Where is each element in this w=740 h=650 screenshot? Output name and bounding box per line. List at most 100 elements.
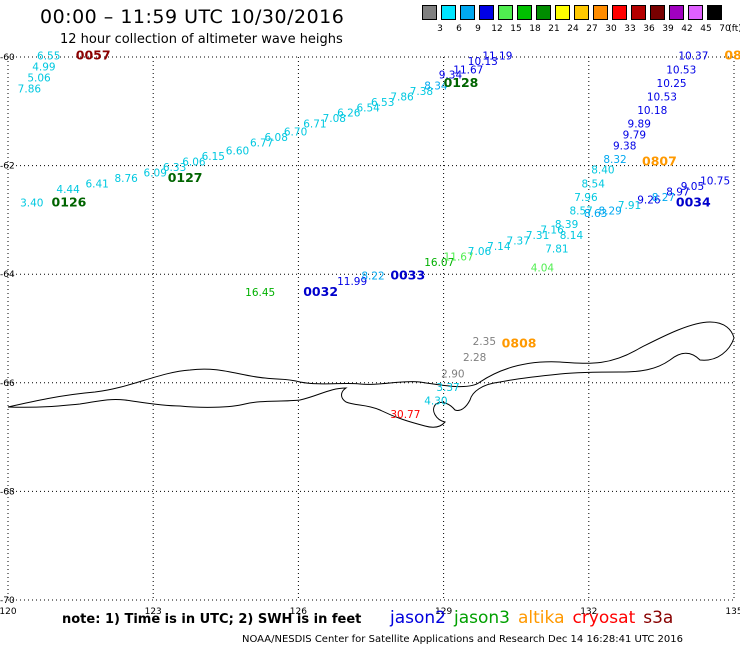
x-tick-label: 129 bbox=[435, 607, 452, 617]
color-swatch bbox=[631, 5, 646, 20]
swh-value: 6.33 bbox=[163, 162, 186, 174]
color-swatch-label: 42 bbox=[681, 24, 693, 34]
pass-time-label: 0057 bbox=[76, 48, 111, 63]
color-swatch-label: 21 bbox=[548, 24, 560, 34]
legend-entry-s3a: s3a bbox=[643, 608, 674, 628]
map-subtitle: 12 hour collection of altimeter wave hei… bbox=[60, 32, 343, 47]
color-swatch-label: 12 bbox=[491, 24, 503, 34]
swh-value: 6.70 bbox=[284, 127, 307, 139]
axis-tick-labels: 120 123 126 129 132 135 -60 -62 -64 -66 -68 -70 bbox=[0, 53, 740, 617]
swh-value: 8.39 bbox=[555, 219, 578, 231]
swh-value: 5.06 bbox=[27, 72, 51, 84]
map-title: 00:00 – 11:59 UTC 10/30/2016 bbox=[40, 6, 345, 28]
legend-entry-jason2: jason2 bbox=[390, 608, 446, 628]
swh-value: 30.77 bbox=[390, 409, 420, 421]
color-swatch-label: 9 bbox=[475, 24, 481, 34]
color-swatch-label: 6 bbox=[456, 24, 462, 34]
credit-footer: NOAA/NESDIS Center for Satellite Applica… bbox=[242, 634, 684, 645]
swh-value: 7.14 bbox=[487, 241, 511, 253]
pass-time-label: 0127 bbox=[168, 170, 203, 185]
color-swatch-label: 3 bbox=[437, 24, 443, 34]
swh-value: 7.37 bbox=[507, 235, 530, 247]
color-swatch bbox=[460, 5, 475, 20]
swh-value: 6.08 bbox=[265, 132, 288, 144]
swh-value: 10.18 bbox=[637, 105, 667, 117]
pass-time-label: 0126 bbox=[52, 194, 87, 209]
swh-value: 10.53 bbox=[647, 91, 677, 103]
swh-value: 3.37 bbox=[436, 382, 459, 394]
swh-value: 9.05 bbox=[681, 181, 704, 193]
color-swatch-label: 36 bbox=[643, 24, 655, 34]
swh-value: 10.53 bbox=[666, 64, 696, 76]
swh-value: 4.44 bbox=[56, 184, 80, 196]
swh-value: 9.34 bbox=[439, 70, 463, 82]
pass-time-label: 0034 bbox=[676, 194, 711, 209]
color-swatch bbox=[441, 5, 456, 20]
swh-value: 10.25 bbox=[657, 78, 687, 90]
swh-value: 8.57 bbox=[569, 205, 592, 217]
swh-value: 11.99 bbox=[337, 276, 367, 288]
color-swatch bbox=[593, 5, 608, 20]
y-tick-label: -62 bbox=[0, 162, 15, 172]
legend-entry-jason3: jason3 bbox=[454, 608, 510, 628]
swh-value: 7.86 bbox=[390, 91, 414, 103]
swh-measurements: 6.554.995.067.863.404.44 6.41 8.76 6.096.33… bbox=[18, 51, 731, 421]
x-tick-label: 135 bbox=[725, 607, 740, 617]
swh-value: 6.09 bbox=[144, 167, 167, 179]
color-swatch bbox=[555, 5, 570, 20]
pass-time-label: 0808 bbox=[502, 336, 537, 351]
swh-value: 6.26 bbox=[337, 108, 361, 120]
x-tick-label: 120 bbox=[0, 607, 17, 617]
legend-entry-cryosat: cryosat bbox=[572, 608, 636, 628]
color-swatch-label: 24 bbox=[567, 24, 579, 34]
swh-value: 8.76 bbox=[114, 173, 138, 185]
pass-time-label: 0807 bbox=[642, 154, 677, 169]
swh-value: 6.71 bbox=[303, 119, 326, 131]
pass-time-label: 0032 bbox=[303, 284, 338, 299]
swh-value: 7.86 bbox=[18, 83, 42, 95]
color-swatch bbox=[517, 5, 532, 20]
swh-value: 6.77 bbox=[250, 138, 273, 150]
swh-value: 8.97 bbox=[666, 186, 689, 198]
swh-value: 8.54 bbox=[582, 178, 606, 190]
swh-value: 16.07 bbox=[424, 257, 454, 269]
swh-value: 8.63 bbox=[584, 208, 607, 220]
color-swatch bbox=[688, 5, 703, 20]
color-swatch bbox=[479, 5, 494, 20]
color-swatch bbox=[574, 5, 589, 20]
swh-value: 10.37 bbox=[678, 51, 708, 63]
color-swatch-label: 15 bbox=[510, 24, 522, 34]
y-tick-label: -66 bbox=[0, 379, 15, 389]
color-swatch-label: 18 bbox=[529, 24, 541, 34]
swh-value: 11.19 bbox=[482, 51, 512, 63]
color-swatch bbox=[498, 5, 513, 20]
color-swatch bbox=[707, 5, 722, 20]
footnote: note: 1) Time is in UTC; 2) SWH is in fe… bbox=[62, 612, 362, 627]
swh-value: 10.75 bbox=[700, 176, 730, 188]
swh-value: 2.90 bbox=[441, 368, 464, 380]
x-tick-label: 126 bbox=[290, 607, 307, 617]
lat-lon-grid bbox=[7, 56, 735, 601]
swh-value: 7.38 bbox=[410, 86, 433, 98]
swh-value: 9.38 bbox=[613, 140, 636, 152]
swh-value: 7.06 bbox=[468, 246, 492, 258]
color-swatch-label: 33 bbox=[624, 24, 636, 34]
swh-value: 8.29 bbox=[598, 205, 621, 217]
swh-value: 11.67 bbox=[453, 64, 483, 76]
swh-value: 9.79 bbox=[623, 129, 646, 141]
swh-value: 7.31 bbox=[526, 230, 549, 242]
x-tick-label: 123 bbox=[145, 607, 162, 617]
swh-value: 6.41 bbox=[85, 178, 108, 190]
swh-value: 8.27 bbox=[652, 192, 675, 204]
satellite-legend: jason2 jason3 altika cryosat s3a bbox=[390, 608, 681, 628]
color-swatch bbox=[612, 5, 627, 20]
swh-value: 7.08 bbox=[323, 113, 346, 125]
pass-time-label: 0128 bbox=[444, 75, 479, 90]
swh-value: 6.53 bbox=[371, 97, 394, 109]
swh-value: 9.89 bbox=[628, 119, 651, 131]
y-tick-label: -68 bbox=[0, 487, 15, 497]
pass-time-label: 0033 bbox=[390, 268, 425, 283]
pass-time-label: 080 bbox=[724, 48, 740, 63]
swh-value: 9.26 bbox=[637, 195, 661, 207]
swh-value: 7.16 bbox=[540, 224, 564, 236]
